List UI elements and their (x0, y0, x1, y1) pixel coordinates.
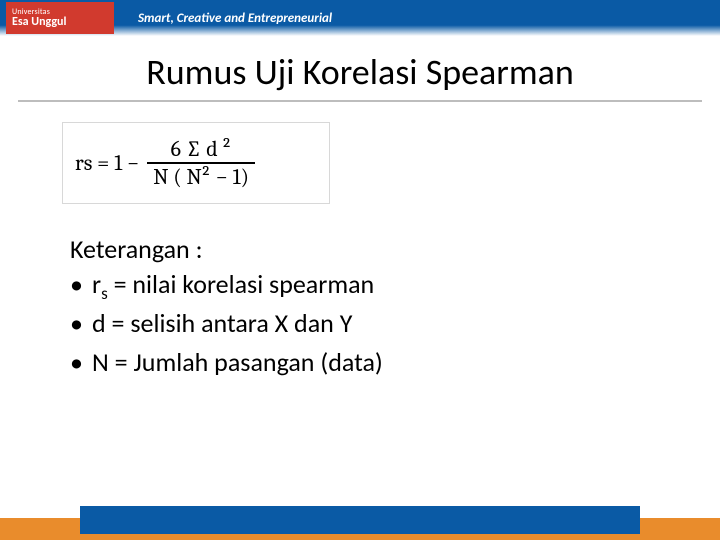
bullet-icon: • (70, 306, 92, 341)
slide-title: Rumus Uji Korelasi Spearman (0, 50, 720, 94)
header-tagline: Smart, Creative and Entrepreneurial (138, 11, 332, 26)
formula-fraction: 6 ∑ d ² N ( N² − 1) (147, 136, 255, 191)
formula-box: rs = 1 − 6 ∑ d ² N ( N² − 1) (62, 122, 330, 204)
formula-denominator: N ( N² − 1) (147, 164, 255, 190)
item-desc: = selisih antara X dan Y (106, 307, 353, 339)
item-var: d (92, 307, 106, 339)
list-item: • d = selisih antara X dan Y (70, 306, 720, 345)
header-bar: Universitas Esa Unggul Smart, Creative a… (0, 0, 720, 36)
explanation-heading: Keterangan : (70, 232, 720, 267)
item-text: d = selisih antara X dan Y (92, 306, 352, 345)
item-text: rs = nilai korelasi spearman (92, 267, 374, 306)
formula-lhs: rs = 1 − (75, 150, 139, 176)
list-item: • rs = nilai korelasi spearman (70, 267, 720, 306)
footer (0, 498, 720, 540)
item-var: N (92, 346, 109, 378)
formula-numerator: 6 ∑ d ² (165, 136, 238, 162)
explanation-block: Keterangan : • rs = nilai korelasi spear… (70, 232, 720, 384)
logo-main-text: Esa Unggul (12, 16, 108, 28)
list-item: • N = Jumlah pasangan (data) (70, 345, 720, 384)
bullet-icon: • (70, 267, 92, 302)
footer-blue-bar (80, 506, 640, 534)
item-text: N = Jumlah pasangan (data) (92, 345, 383, 384)
bullet-icon: • (70, 345, 92, 380)
item-sub: s (101, 283, 108, 304)
title-underline (18, 100, 702, 102)
university-logo: Universitas Esa Unggul (6, 2, 114, 34)
item-desc: = Jumlah pasangan (data) (109, 346, 383, 378)
item-desc: = nilai korelasi spearman (108, 268, 375, 300)
item-var: r (92, 268, 101, 300)
